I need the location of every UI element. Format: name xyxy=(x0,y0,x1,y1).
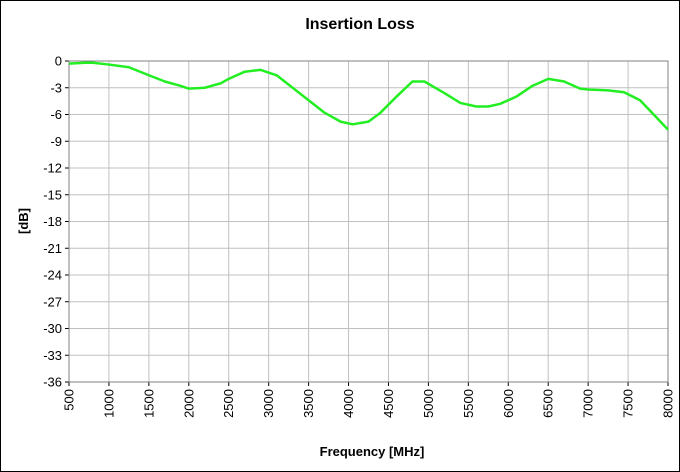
chart-title: Insertion Loss xyxy=(305,16,414,33)
data-line xyxy=(68,61,669,131)
y-tick-label: -24 xyxy=(43,268,62,283)
y-axis-label: [dB] xyxy=(16,208,31,234)
y-tick-label: -27 xyxy=(43,294,62,309)
y-tick-label: 0 xyxy=(55,54,62,69)
x-tick-label: 1500 xyxy=(141,389,156,418)
x-tick-label: 2500 xyxy=(221,389,236,418)
x-tick-label: 6000 xyxy=(501,389,516,418)
y-tick-label: -21 xyxy=(43,241,62,256)
y-tick-label: -9 xyxy=(50,134,62,149)
y-tick-label: -18 xyxy=(43,214,62,229)
x-tick-label: 5500 xyxy=(461,389,476,418)
x-tick-label: 4500 xyxy=(381,389,396,418)
x-tick-label: 3000 xyxy=(261,389,276,418)
x-tick-label: 1000 xyxy=(101,389,116,418)
x-tick-label: 8000 xyxy=(661,389,676,418)
x-tick-label: 6500 xyxy=(541,389,556,418)
x-tick-label: 7500 xyxy=(621,389,636,418)
x-tick-label: 2000 xyxy=(181,389,196,418)
y-tick-label: -6 xyxy=(50,107,62,122)
x-tick-label: 5000 xyxy=(421,389,436,418)
y-tick-label: -3 xyxy=(50,80,62,95)
y-tick-label: -33 xyxy=(43,348,62,363)
y-tick-label: -12 xyxy=(43,161,62,176)
x-tick-label: 500 xyxy=(62,389,77,411)
y-tick-label: -36 xyxy=(43,375,62,390)
x-tick-label: 4000 xyxy=(341,389,356,418)
y-tick-label: -15 xyxy=(43,187,62,202)
x-tick-label: 3500 xyxy=(301,389,316,418)
y-tick-label: -30 xyxy=(43,321,62,336)
plot-border xyxy=(68,60,669,383)
x-tick-label: 7000 xyxy=(581,389,596,418)
x-axis-label: Frequency [MHz] xyxy=(320,444,425,459)
